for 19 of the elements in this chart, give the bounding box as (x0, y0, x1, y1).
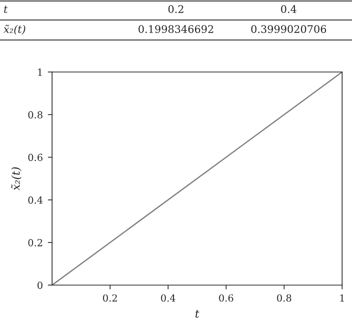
y-tick-label: 0.4 (28, 196, 43, 204)
text: 0.1998346692 (138, 25, 214, 34)
x-axis-title: t (195, 310, 200, 318)
x-tick-label: 0.2 (103, 294, 117, 302)
text: t (4, 6, 8, 14)
text: 0.3999020706 (251, 25, 326, 34)
y-tick-label: 0.2 (28, 238, 42, 246)
y-tick-label: 0.6 (28, 154, 42, 162)
y-tick-label: 0.8 (28, 111, 42, 118)
text: 0.4 (281, 5, 296, 14)
text: x̃₂(t) (4, 24, 26, 34)
x-tick-label: 0.6 (219, 294, 234, 302)
x-tick-label: 1 (340, 294, 344, 302)
x-tick-label: 0.8 (277, 294, 292, 302)
y-tick-label: 0 (38, 282, 42, 289)
y-tick-label: 1 (38, 68, 42, 76)
text: 0.2 (168, 5, 184, 14)
x-tick-label: 0.4 (161, 294, 176, 302)
y-axis-title: x̃₂(t) (11, 167, 22, 190)
